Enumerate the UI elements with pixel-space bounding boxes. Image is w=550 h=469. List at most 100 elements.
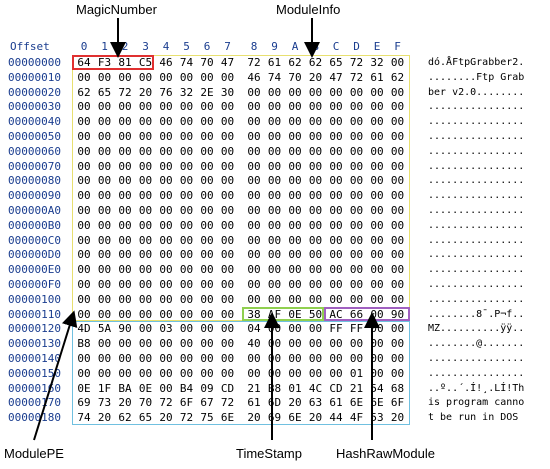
- hex-byte[interactable]: 72: [159, 396, 173, 410]
- hex-byte[interactable]: 00: [118, 337, 132, 351]
- hex-byte[interactable]: 00: [138, 366, 153, 380]
- hex-byte[interactable]: 00: [349, 278, 364, 291]
- hex-byte[interactable]: 00: [77, 248, 91, 262]
- hex-byte[interactable]: 67: [200, 396, 214, 410]
- hex-byte[interactable]: 00: [308, 130, 323, 143]
- hex-byte[interactable]: 72: [349, 70, 364, 84]
- hex-byte[interactable]: 00: [77, 204, 91, 217]
- hex-byte[interactable]: 00: [159, 337, 173, 351]
- hex-byte[interactable]: 00: [159, 278, 173, 291]
- hex-byte[interactable]: 00: [370, 263, 384, 277]
- hex-byte[interactable]: 74: [179, 56, 194, 69]
- hex-byte[interactable]: 00: [267, 159, 282, 173]
- hex-byte[interactable]: 00: [220, 307, 235, 321]
- hex-byte[interactable]: 6E: [349, 396, 364, 410]
- hex-byte[interactable]: 00: [390, 218, 405, 232]
- hex-byte[interactable]: 00: [118, 204, 132, 217]
- hex-byte[interactable]: 74: [267, 70, 282, 84]
- hex-byte[interactable]: 00: [159, 144, 173, 158]
- hex-byte[interactable]: 00: [288, 100, 302, 114]
- hex-byte[interactable]: 00: [159, 130, 173, 143]
- hex-byte[interactable]: 00: [138, 174, 153, 188]
- ascii-text[interactable]: ................: [428, 205, 525, 216]
- hex-byte[interactable]: 00: [288, 189, 302, 203]
- hex-byte[interactable]: 00: [77, 352, 91, 365]
- hex-byte[interactable]: 00: [77, 218, 91, 232]
- hex-byte[interactable]: 04: [247, 322, 261, 336]
- hex-byte[interactable]: 72: [220, 396, 235, 410]
- hex-byte[interactable]: 00: [370, 248, 384, 262]
- hex-byte[interactable]: 00: [370, 218, 384, 232]
- hex-byte[interactable]: 00: [288, 174, 302, 188]
- hex-byte[interactable]: 00: [97, 307, 112, 321]
- hex-byte[interactable]: 00: [200, 130, 214, 143]
- hex-byte[interactable]: 01: [288, 381, 302, 395]
- hex-byte[interactable]: 00: [159, 233, 173, 247]
- hex-byte[interactable]: 47: [220, 56, 235, 69]
- hex-byte[interactable]: 00: [138, 337, 153, 351]
- hex-byte[interactable]: 00: [200, 115, 214, 129]
- hex-byte[interactable]: 20: [159, 411, 173, 425]
- hex-byte[interactable]: 00: [329, 233, 343, 247]
- hex-byte[interactable]: 61: [267, 56, 282, 69]
- hex-byte[interactable]: 54: [370, 381, 384, 395]
- hex-byte[interactable]: 20: [308, 70, 323, 84]
- ascii-text[interactable]: dó.ÅFtpGrabber2.: [428, 57, 525, 68]
- hex-byte[interactable]: 00: [159, 100, 173, 114]
- ascii-text[interactable]: ber v2.0........: [428, 86, 525, 98]
- hex-byte[interactable]: 81: [118, 56, 132, 69]
- hex-byte[interactable]: C5: [138, 56, 153, 69]
- hex-byte[interactable]: 5A: [97, 322, 112, 336]
- hex-byte[interactable]: 61: [247, 396, 261, 410]
- hex-byte[interactable]: 00: [220, 204, 235, 217]
- hex-byte[interactable]: 20: [118, 396, 132, 410]
- hex-byte[interactable]: 00: [329, 159, 343, 173]
- hex-byte[interactable]: 63: [308, 396, 323, 410]
- hex-byte[interactable]: 00: [329, 366, 343, 380]
- hex-byte[interactable]: 00: [349, 174, 364, 188]
- hex-byte[interactable]: 00: [179, 292, 194, 306]
- hex-byte[interactable]: 00: [220, 130, 235, 143]
- hex-byte[interactable]: 21: [247, 381, 261, 395]
- hex-byte[interactable]: 00: [179, 337, 194, 351]
- hex-byte[interactable]: 00: [179, 115, 194, 129]
- hex-byte[interactable]: 00: [118, 130, 132, 143]
- hex-byte[interactable]: 00: [349, 263, 364, 277]
- hex-byte[interactable]: 00: [77, 307, 91, 321]
- hex-byte[interactable]: 38: [247, 307, 261, 321]
- hex-byte[interactable]: 00: [308, 204, 323, 217]
- hex-byte[interactable]: 00: [118, 144, 132, 158]
- hex-byte[interactable]: 00: [267, 115, 282, 129]
- hex-byte[interactable]: 00: [349, 100, 364, 114]
- hex-byte[interactable]: 00: [370, 233, 384, 247]
- hex-byte[interactable]: 00: [267, 189, 282, 203]
- hex-byte[interactable]: 00: [329, 263, 343, 277]
- hex-byte[interactable]: 00: [138, 100, 153, 114]
- hex-byte[interactable]: 00: [308, 85, 323, 99]
- hex-byte[interactable]: 0E: [77, 381, 91, 395]
- hex-byte[interactable]: 00: [370, 292, 384, 306]
- hex-byte[interactable]: 00: [220, 189, 235, 203]
- hex-byte[interactable]: 70: [138, 396, 153, 410]
- hex-byte[interactable]: 00: [349, 115, 364, 129]
- hex-byte[interactable]: 20: [288, 396, 302, 410]
- ascii-text[interactable]: ................: [428, 219, 525, 231]
- hex-byte[interactable]: 00: [220, 322, 235, 336]
- hex-byte[interactable]: 00: [200, 144, 214, 158]
- ascii-text[interactable]: t be run in DOS: [428, 412, 525, 424]
- hex-byte[interactable]: 00: [288, 263, 302, 277]
- hex-byte[interactable]: 00: [159, 381, 173, 395]
- hex-byte[interactable]: 00: [390, 337, 405, 351]
- hex-byte[interactable]: 00: [329, 189, 343, 203]
- hex-byte[interactable]: 00: [288, 85, 302, 99]
- hex-byte[interactable]: 01: [349, 366, 364, 380]
- hex-byte[interactable]: 00: [308, 174, 323, 188]
- hex-byte[interactable]: 4D: [77, 322, 91, 336]
- ascii-text[interactable]: ................: [428, 145, 525, 157]
- hex-byte[interactable]: 00: [288, 292, 302, 306]
- hex-byte[interactable]: 62: [77, 85, 91, 99]
- hex-byte[interactable]: 00: [329, 248, 343, 262]
- hex-byte[interactable]: 00: [247, 204, 261, 217]
- hex-byte[interactable]: 00: [390, 85, 405, 99]
- hex-byte[interactable]: 00: [159, 70, 173, 84]
